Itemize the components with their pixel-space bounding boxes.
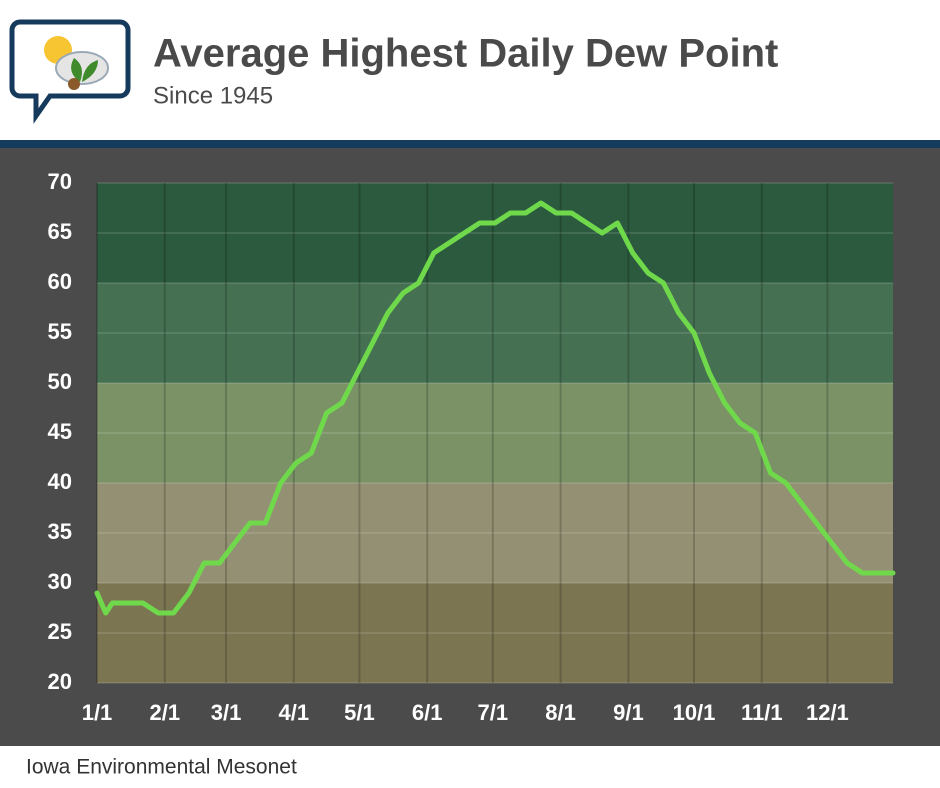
source: Iowa Environmental Mesonet [26,756,297,779]
y-tick-label: 60 [48,269,72,294]
band [97,583,893,683]
x-tick-label: 1/1 [82,700,113,725]
x-tick-label: 2/1 [149,700,180,725]
x-tick-label: 10/1 [673,700,716,725]
y-tick-label: 65 [48,219,72,244]
x-tick-label: 12/1 [806,700,849,725]
band [97,383,893,483]
y-tick-label: 30 [48,569,72,594]
y-tick-label: 50 [48,369,72,394]
y-tick-label: 25 [48,619,72,644]
y-tick-label: 20 [48,669,72,694]
y-tick-label: 35 [48,519,72,544]
logo [9,19,131,124]
y-tick-label: 70 [48,169,72,194]
x-tick-label: 4/1 [279,700,310,725]
header-bg [0,0,940,140]
x-tick-label: 6/1 [412,700,443,725]
x-tick-label: 3/1 [211,700,242,725]
y-tick-label: 40 [48,469,72,494]
data-line [94,200,896,616]
x-tick-label: 8/1 [545,700,576,725]
x-tick-label: 11/1 [741,700,783,725]
x-tick-label: 5/1 [344,700,375,725]
band [97,183,893,283]
header-rule [0,140,940,148]
band [97,483,893,583]
chart-title: Average Highest Daily Dew Point [153,32,778,76]
y-tick-label: 45 [48,419,72,444]
y-tick-label: 55 [48,319,72,344]
x-tick-label: 7/1 [478,700,509,725]
chart-subtitle: Since 1945 [153,82,273,109]
x-tick-label: 9/1 [613,700,644,725]
band [97,283,893,383]
